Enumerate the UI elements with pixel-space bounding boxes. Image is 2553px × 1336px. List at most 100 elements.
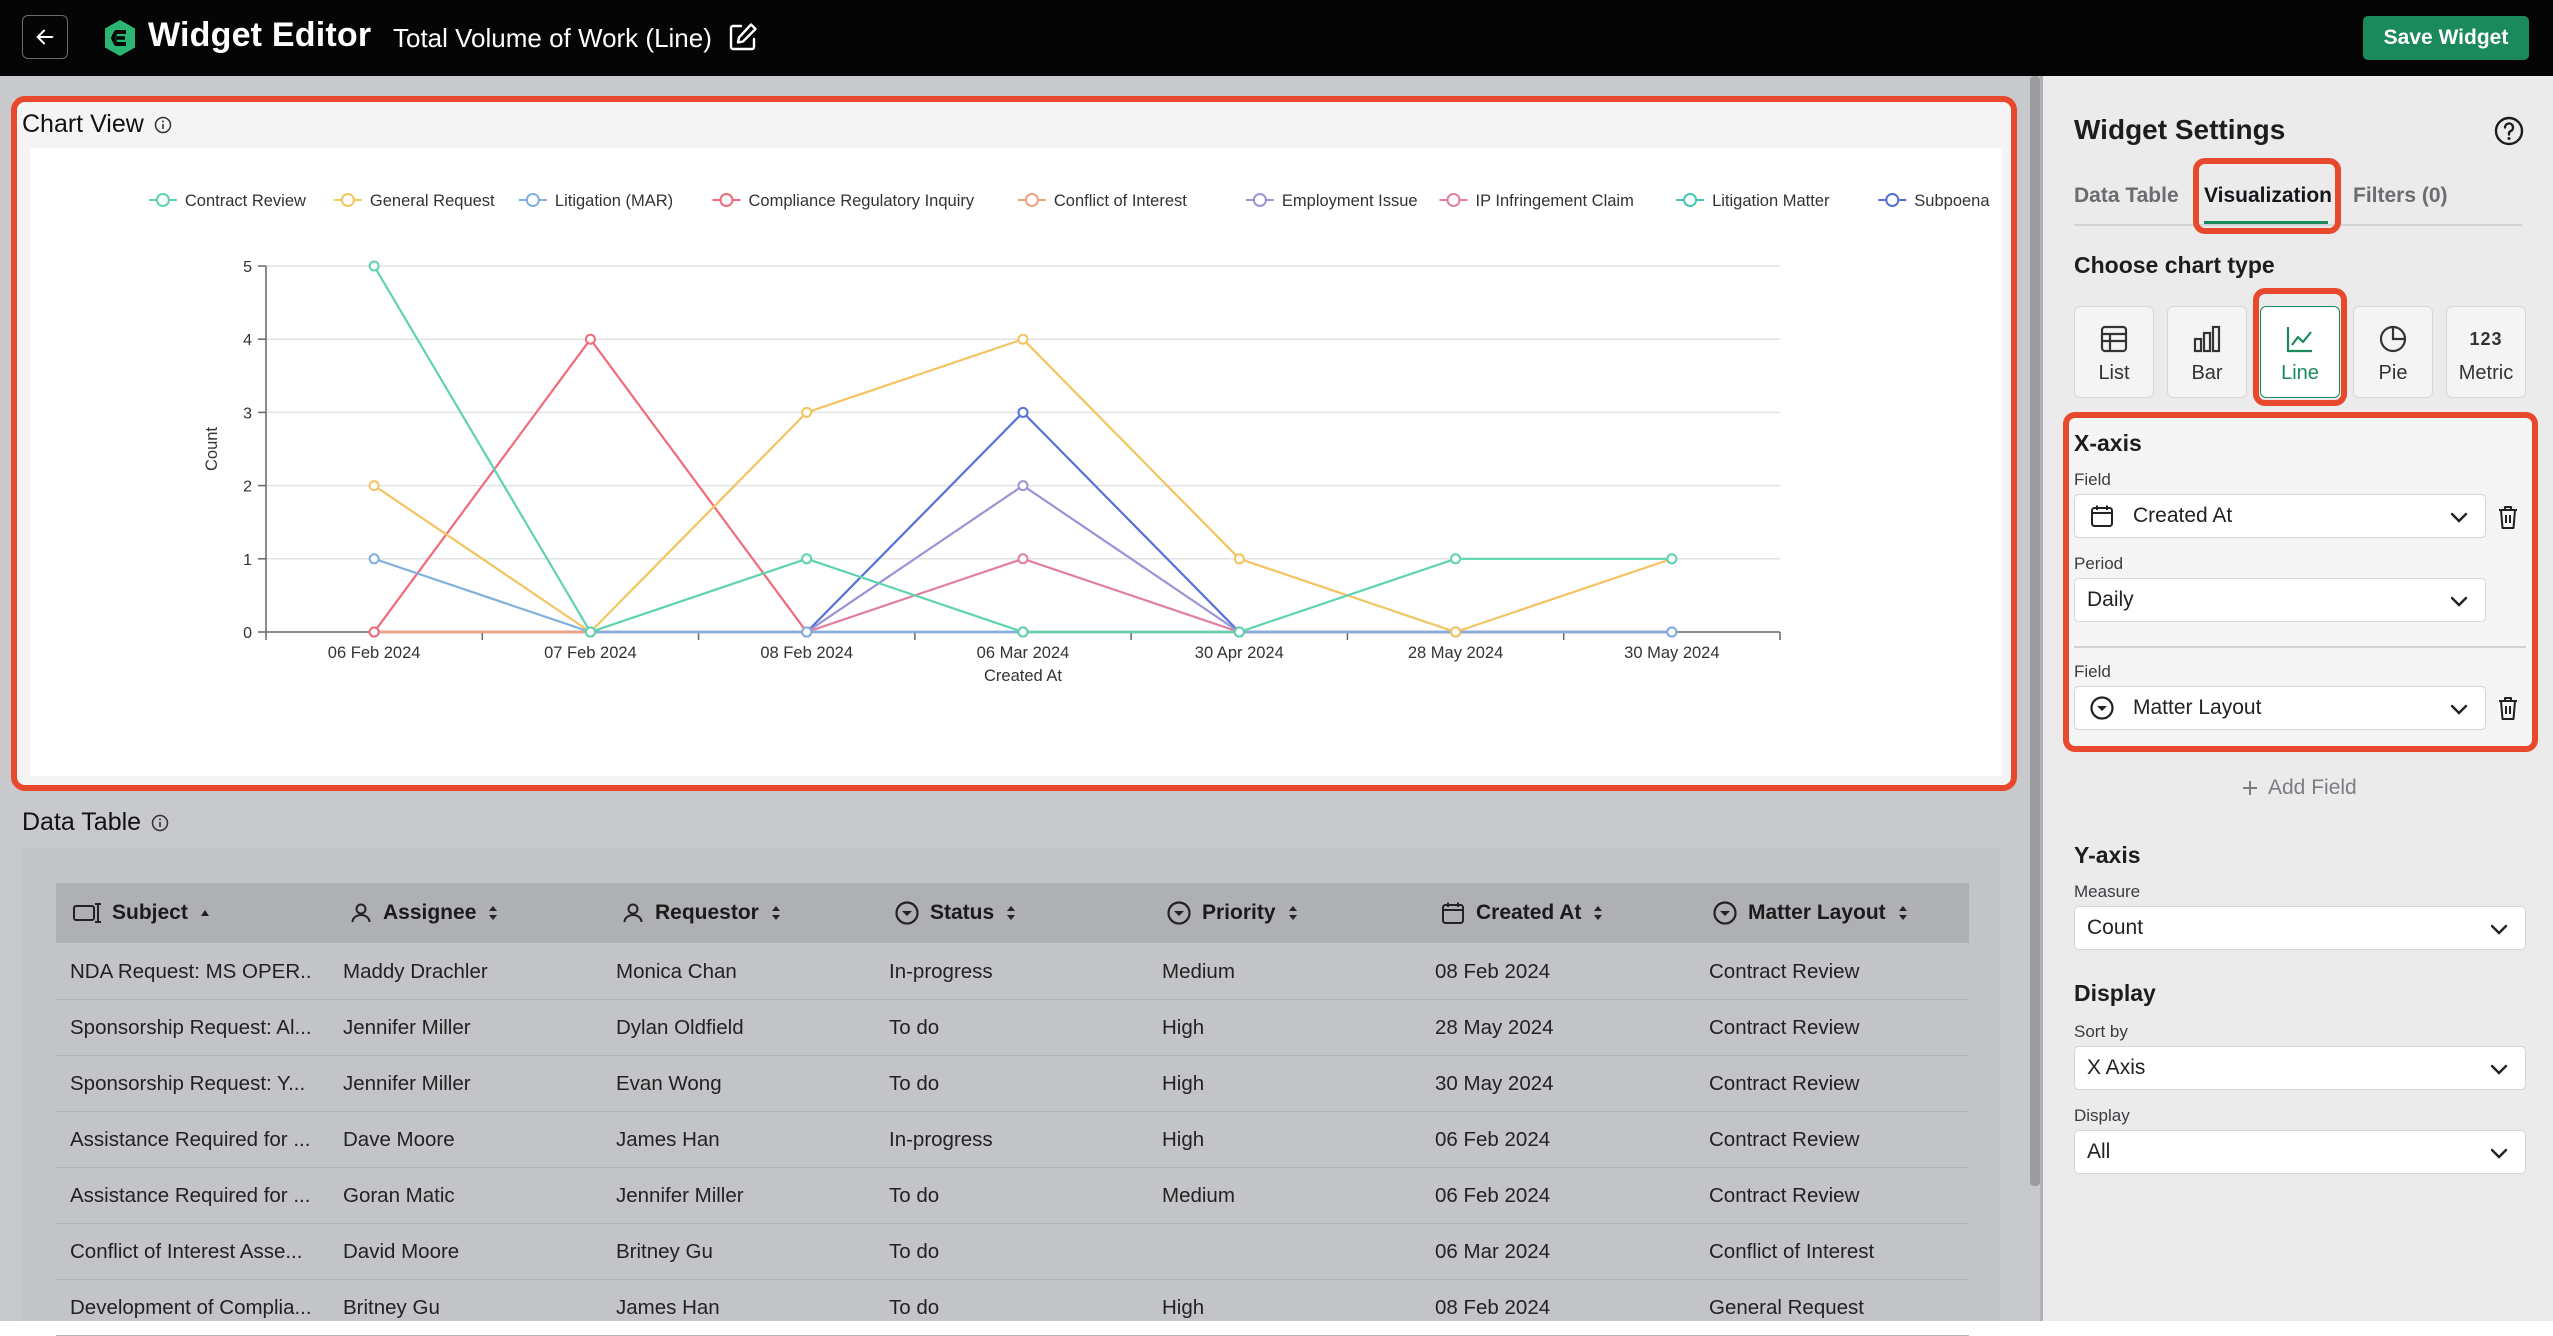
- cell-subject[interactable]: Development of Complia...: [70, 1296, 310, 1319]
- top-bar: Widget Editor Total Volume of Work (Line…: [0, 0, 2553, 76]
- table-row[interactable]: [56, 1168, 1969, 1224]
- cell-subject[interactable]: Assistance Required for ...: [70, 1184, 310, 1207]
- cell-status: To do: [889, 1016, 940, 1039]
- data-point: [1450, 626, 1462, 638]
- cell-priority: Medium: [1162, 1184, 1235, 1207]
- x-axis-highlight: [2063, 412, 2538, 752]
- table-row[interactable]: [56, 1224, 1969, 1280]
- legend-marker: [340, 193, 355, 207]
- trash-icon[interactable]: [2495, 694, 2521, 722]
- y-tick-label: 1: [243, 552, 252, 569]
- chart-type-bar-button[interactable]: Bar: [2167, 306, 2247, 398]
- sort-asc-icon[interactable]: [198, 906, 212, 920]
- tab-data-table[interactable]: Data Table: [2074, 184, 2179, 207]
- chart-type-metric-button[interactable]: 123 Metric: [2446, 306, 2526, 398]
- column-header-subject[interactable]: Subject: [72, 883, 212, 943]
- main-scrollbar[interactable]: [2030, 76, 2040, 1186]
- y-tick-label: 3: [243, 405, 252, 422]
- calendar-icon: [2091, 505, 2113, 527]
- sort-icon[interactable]: [1591, 904, 1605, 922]
- cell-assignee: Goran Matic: [343, 1184, 455, 1207]
- info-icon[interactable]: [151, 814, 169, 832]
- sort-icon[interactable]: [486, 904, 500, 922]
- cell-matter-layout: General Request: [1709, 1296, 1864, 1319]
- column-label: Created At: [1476, 901, 1582, 924]
- cell-status: To do: [889, 1184, 940, 1207]
- legend-label: Employment Issue: [1282, 192, 1418, 210]
- cell-subject[interactable]: Assistance Required for ...: [70, 1128, 310, 1151]
- sort-icon[interactable]: [1286, 904, 1300, 922]
- measure-select[interactable]: Count: [2074, 906, 2526, 950]
- sort-icon[interactable]: [769, 904, 783, 922]
- chart-view-title: Chart View: [22, 110, 144, 138]
- cell-status: To do: [889, 1072, 940, 1095]
- tab-visualization[interactable]: Visualization: [2204, 184, 2332, 207]
- legend-marker: [719, 193, 734, 207]
- table-row[interactable]: [56, 1112, 1969, 1168]
- y-axis-title: Count: [203, 427, 221, 471]
- column-header-matter-layout[interactable]: Matter Layout: [1712, 883, 1910, 943]
- x-tick-label: 30 Apr 2024: [1195, 644, 1284, 662]
- edit-icon[interactable]: [726, 20, 760, 54]
- column-header-requestor[interactable]: Requestor: [621, 883, 783, 943]
- table-row[interactable]: [56, 944, 1969, 1000]
- sort-icon[interactable]: [1896, 904, 1910, 922]
- trash-icon[interactable]: [2495, 503, 2521, 531]
- cell-created-at: 06 Feb 2024: [1435, 1128, 1551, 1151]
- column-label: Requestor: [655, 901, 759, 924]
- x-field2-select[interactable]: Matter Layout: [2074, 686, 2486, 730]
- column-header-created-at[interactable]: Created At: [1440, 883, 1605, 943]
- data-point: [1233, 553, 1245, 565]
- column-header-assignee[interactable]: Assignee: [349, 883, 500, 943]
- cell-subject[interactable]: NDA Request: MS OPER...: [70, 960, 310, 983]
- tab-filters[interactable]: Filters (0): [2353, 184, 2448, 207]
- help-icon[interactable]: [2493, 115, 2525, 147]
- display-label: Display: [2074, 1106, 2130, 1125]
- display-select[interactable]: All: [2074, 1130, 2526, 1174]
- legend-label: Compliance Regulatory Inquiry: [749, 192, 975, 210]
- cell-matter-layout: Contract Review: [1709, 1184, 1860, 1207]
- chart-type-line-button[interactable]: Line: [2260, 306, 2340, 398]
- period-select[interactable]: Daily: [2074, 578, 2486, 622]
- legend-label: Subpoena: [1914, 192, 1990, 210]
- data-point: [801, 553, 813, 565]
- save-widget-button[interactable]: Save Widget: [2363, 16, 2529, 60]
- back-button[interactable]: [22, 15, 68, 59]
- x-field-value: Created At: [2133, 504, 2233, 527]
- cell-status: To do: [889, 1296, 940, 1319]
- legend-label: IP Infringement Claim: [1476, 192, 1634, 210]
- cell-assignee: Dave Moore: [343, 1128, 455, 1151]
- panel-divider: [2040, 76, 2043, 1321]
- column-header-status[interactable]: Status: [894, 883, 1018, 943]
- x-tick-label: 28 May 2024: [1408, 644, 1503, 662]
- user-icon: [623, 903, 643, 923]
- widget-name[interactable]: Total Volume of Work (Line): [393, 23, 712, 53]
- sort-icon[interactable]: [1004, 904, 1018, 922]
- cell-subject[interactable]: Conflict of Interest Asse...: [70, 1240, 303, 1263]
- column-header-priority[interactable]: Priority: [1166, 883, 1300, 943]
- table-row[interactable]: [56, 1056, 1969, 1112]
- table-row[interactable]: [56, 1000, 1969, 1056]
- x-axis-heading: X-axis: [2074, 430, 2142, 456]
- cell-status: In-progress: [889, 1128, 993, 1151]
- cell-priority: Medium: [1162, 960, 1235, 983]
- chart-type-list-button[interactable]: List: [2074, 306, 2154, 398]
- data-point: [368, 260, 380, 272]
- cell-subject[interactable]: Sponsorship Request: Y...: [70, 1072, 306, 1095]
- info-icon[interactable]: [154, 116, 172, 134]
- display-value: All: [2087, 1140, 2111, 1163]
- app-title: Widget Editor: [148, 16, 372, 54]
- legend-label: General Request: [370, 192, 495, 210]
- x-tick-label: 07 Feb 2024: [544, 644, 637, 662]
- cell-requestor: Britney Gu: [616, 1240, 713, 1263]
- cell-assignee: David Moore: [343, 1240, 460, 1263]
- chevron-down-icon: [2490, 1064, 2508, 1075]
- pie-chart-icon: [2379, 325, 2407, 353]
- x-field-select[interactable]: Created At: [2074, 494, 2486, 538]
- sort-by-select[interactable]: X Axis: [2074, 1046, 2526, 1090]
- metric-icon: 123: [2469, 329, 2503, 349]
- cell-assignee: Maddy Drachler: [343, 960, 488, 983]
- add-field-button[interactable]: Add Field: [2240, 776, 2357, 800]
- cell-subject[interactable]: Sponsorship Request: Al...: [70, 1016, 310, 1039]
- chart-type-pie-button[interactable]: Pie: [2353, 306, 2433, 398]
